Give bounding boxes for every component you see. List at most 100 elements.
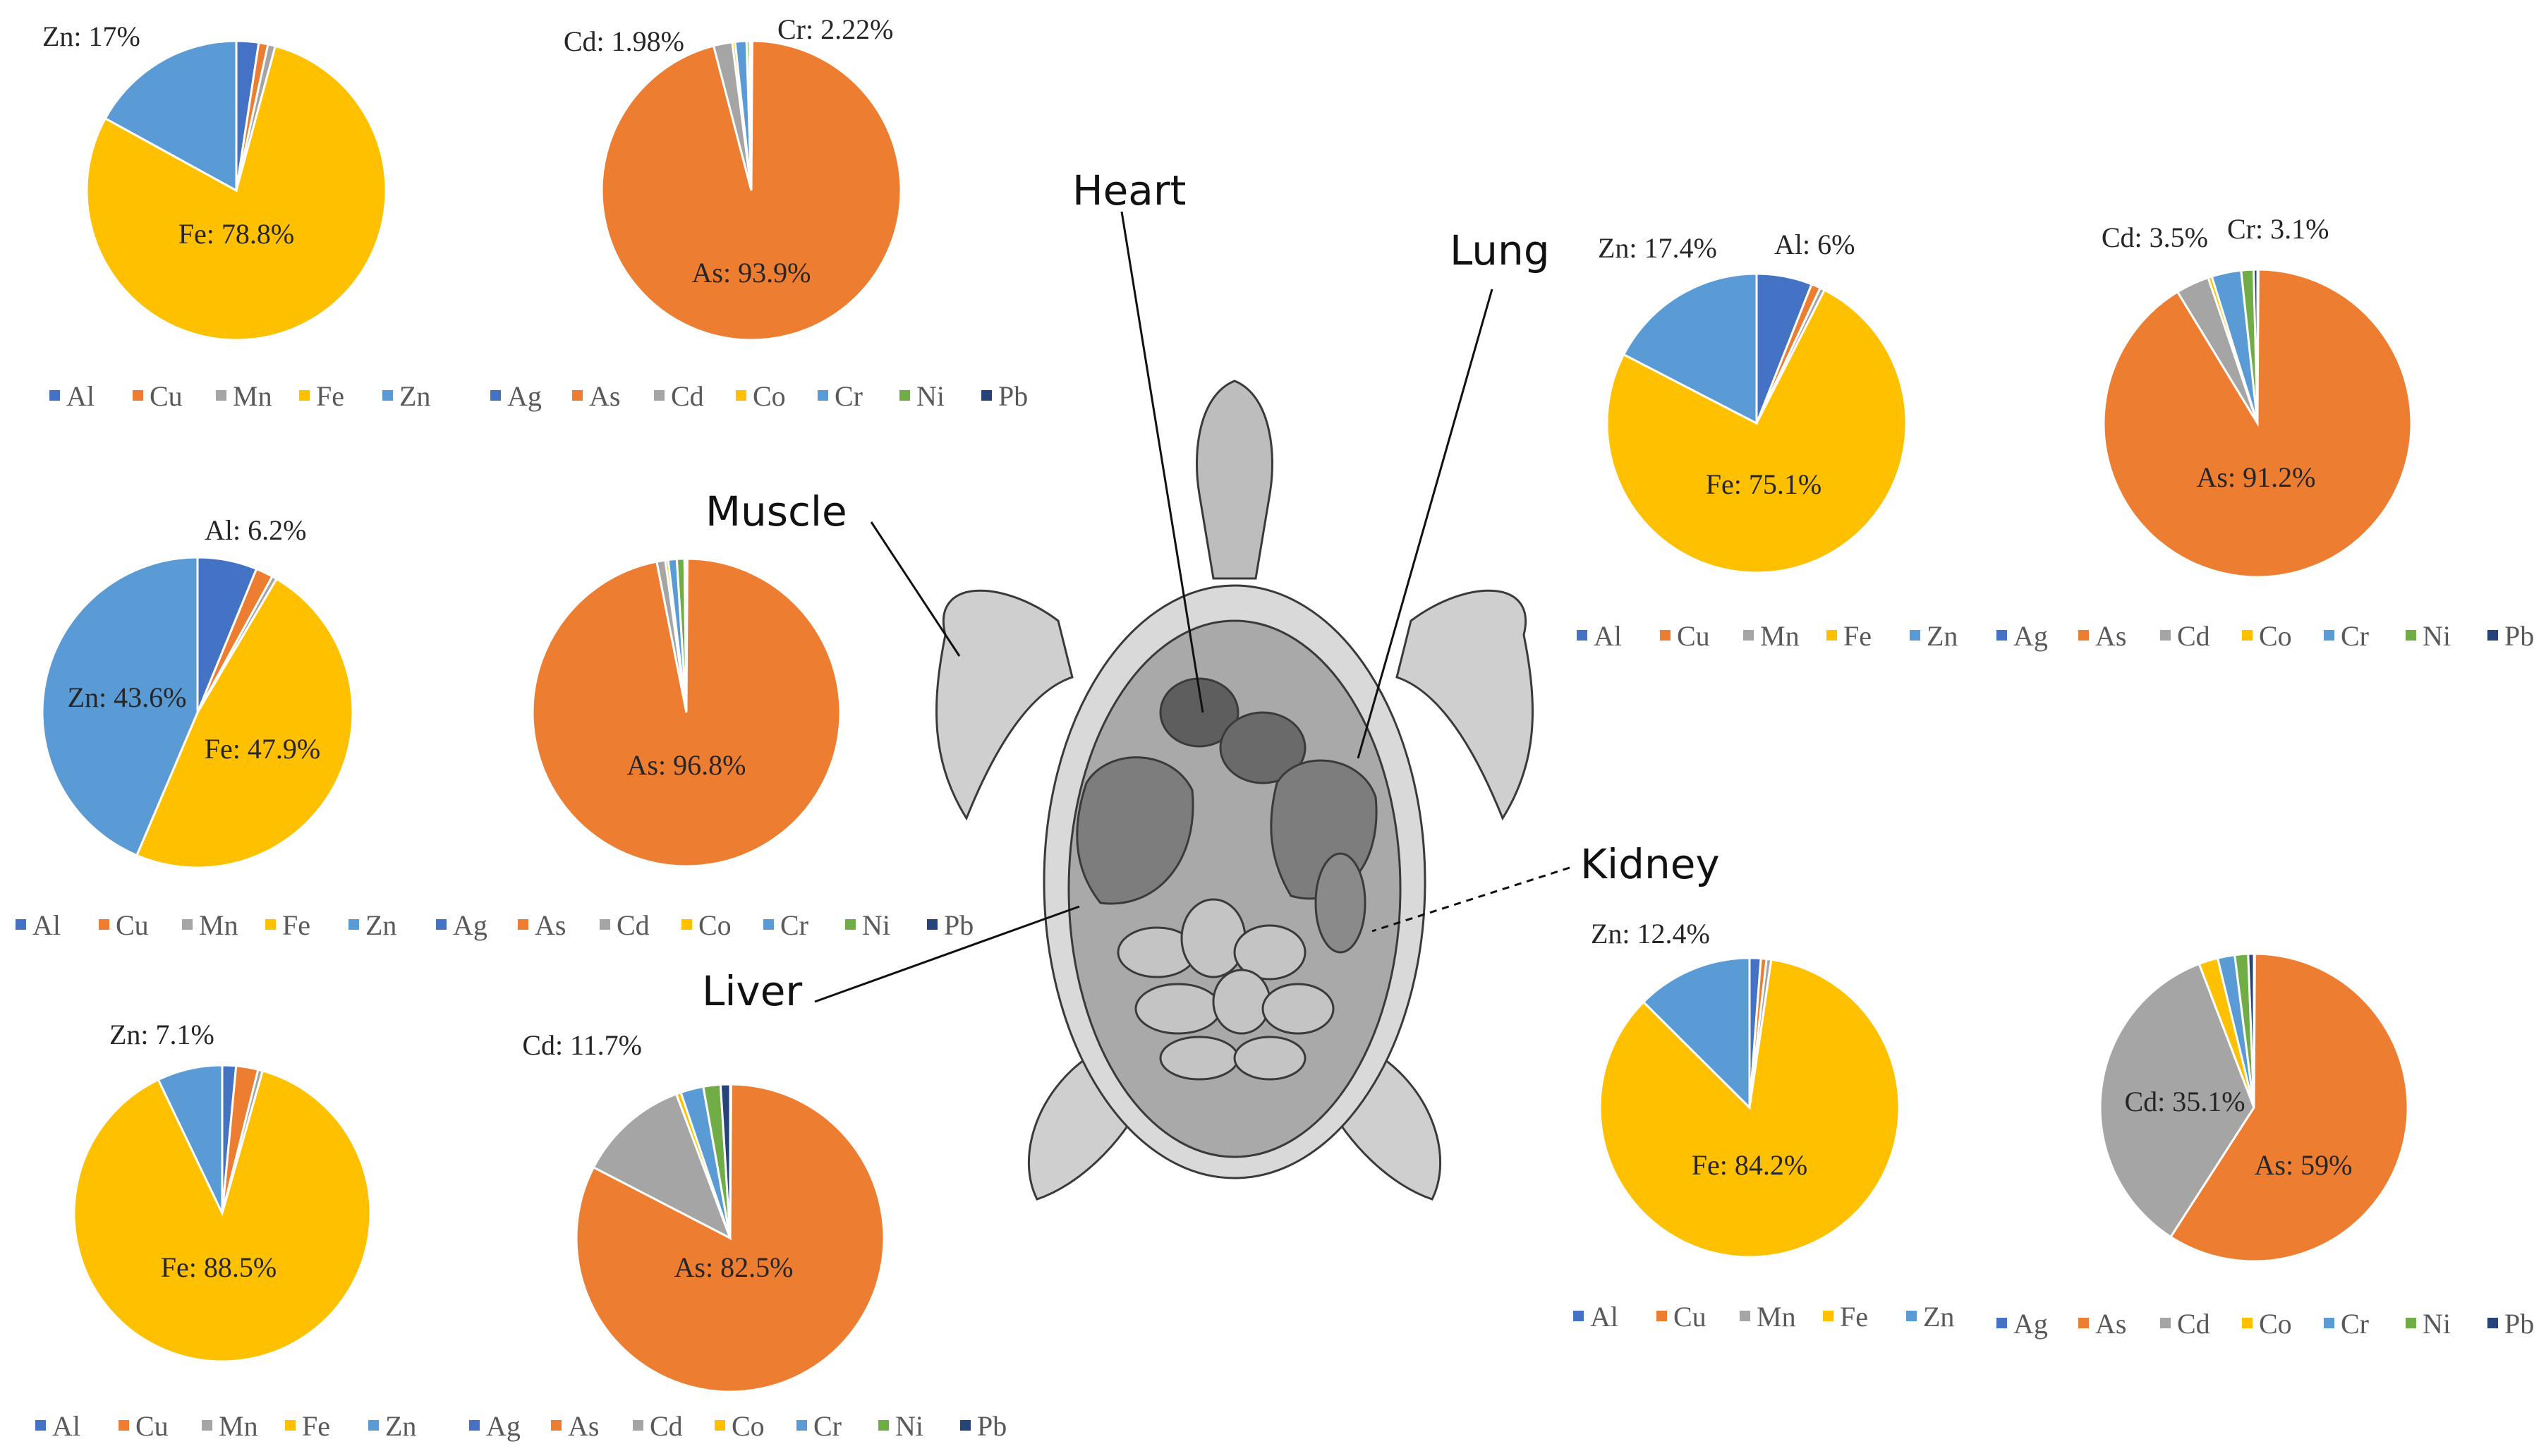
- legend-label-zn: Zn: [385, 1410, 416, 1442]
- legend-swatch-as: [572, 390, 583, 401]
- legend-label-pb: Pb: [977, 1410, 1007, 1442]
- legend-swatch-cr: [2324, 630, 2334, 641]
- pie-slice-cd: [592, 1092, 732, 1241]
- pie-chart: Cd: 11.7% As: 82.5% Ag As Cd Co Cr Ni Pb: [469, 1029, 1007, 1442]
- legend-swatch-cr: [763, 919, 774, 930]
- legend-label-cu: Cu: [135, 1410, 169, 1442]
- legend-swatch-cu: [1656, 1311, 1667, 1321]
- legend-label-cr: Cr: [835, 380, 863, 412]
- pie-chart: Al: 6.2% Zn: 43.6% Fe: 47.9% Al Cu Mn Fe Zn: [16, 514, 396, 941]
- pie-data-label: Zn: 12.4%: [1591, 918, 1710, 950]
- legend-swatch-ag: [1996, 1318, 2007, 1328]
- pie-data-label: Zn: 17%: [42, 20, 140, 52]
- legend-swatch-zn: [1906, 1311, 1917, 1321]
- organ-label-muscle: Muscle: [705, 487, 847, 535]
- legend-label-zn: Zn: [399, 380, 430, 412]
- pie-data-label: Al: 6%: [1774, 229, 1855, 260]
- pie-chart: Cd: 3.5% Cr: 3.1% As: 91.2% Ag As Cd Co Cr Ni Pb: [1996, 213, 2534, 652]
- legend-swatch-cu: [1660, 630, 1671, 641]
- pie-data-label: Al: 6.2%: [205, 514, 306, 546]
- pie-slice-zn: [1642, 957, 1751, 1110]
- pie-data-label: Fe: 47.9%: [205, 733, 320, 765]
- pie-legend: Al Cu Mn Fe Zn: [16, 909, 396, 941]
- pie-chart: Zn: 7.1% Fe: 88.5% Al Cu Mn Fe Zn: [35, 1019, 416, 1442]
- pie-data-label: Cd: 11.7%: [522, 1029, 642, 1061]
- legend-swatch-cr: [796, 1420, 807, 1431]
- legend-label-mn: Mn: [233, 380, 272, 412]
- pie-data-label: Cr: 3.1%: [2227, 213, 2329, 245]
- legend-label-mn: Mn: [219, 1410, 258, 1442]
- pie-slice-fe: [85, 44, 387, 341]
- legend-swatch-ni: [2406, 1318, 2416, 1328]
- pie-data-label: Fe: 84.2%: [1692, 1149, 1807, 1181]
- legend-label-as: As: [568, 1410, 599, 1442]
- legend-swatch-ag: [1996, 630, 2007, 641]
- legend-swatch-al: [1573, 1311, 1584, 1321]
- pie-slice-zn: [157, 1064, 224, 1214]
- pie-slice-pb: [719, 1083, 732, 1239]
- legend-swatch-mn: [182, 919, 193, 930]
- legend-label-cd: Cd: [650, 1410, 683, 1442]
- legend-swatch-cr: [818, 390, 828, 401]
- pie-legend: Al Cu Mn Fe Zn: [1577, 620, 1958, 652]
- pie-data-label: Fe: 88.5%: [161, 1251, 277, 1283]
- organ-label-kidney: Kidney: [1580, 840, 1720, 888]
- legend-swatch-as: [2078, 630, 2089, 641]
- organ-label-liver: Liver: [702, 967, 802, 1015]
- legend-label-al: Al: [1594, 620, 1622, 652]
- legend-label-zn: Zn: [365, 909, 396, 941]
- legend-label-ni: Ni: [895, 1410, 923, 1442]
- pie-data-label: Fe: 78.8%: [178, 218, 294, 250]
- pie-data-label: Cr: 2.22%: [777, 13, 893, 45]
- legend-label-as: As: [535, 909, 566, 941]
- legend-label-fe: Fe: [302, 1410, 330, 1442]
- legend-label-fe: Fe: [316, 380, 344, 412]
- legend-swatch-as: [2078, 1318, 2089, 1328]
- legend-label-co: Co: [753, 380, 786, 412]
- pie-chart: Cd: 35.1% As: 59% Ag As Cd Co Cr Ni Pb: [1996, 952, 2534, 1340]
- legend-swatch-mn: [202, 1420, 212, 1431]
- legend-swatch-ni: [878, 1420, 889, 1431]
- legend-swatch-cu: [133, 390, 143, 401]
- legend-swatch-pb: [960, 1420, 971, 1431]
- legend-swatch-ni: [845, 919, 856, 930]
- pie-legend: Al Cu Mn Fe Zn: [49, 380, 430, 412]
- legend-label-cr: Cr: [813, 1410, 842, 1442]
- legend-swatch-pb: [2487, 630, 2498, 641]
- legend-label-zn: Zn: [1927, 620, 1958, 652]
- pie-legend: Ag As Cd Co Cr Ni Pb: [1996, 620, 2534, 652]
- pie-data-label: As: 91.2%: [2197, 461, 2316, 493]
- pie-slice-pb: [748, 40, 753, 191]
- pie-data-label: Cd: 3.5%: [2102, 222, 2208, 253]
- pie-legend: Ag As Cd Co Cr Ni Pb: [469, 1410, 1007, 1442]
- pie-data-label: Cd: 1.98%: [564, 25, 684, 57]
- legend-label-ni: Ni: [2423, 620, 2451, 652]
- legend-swatch-cd: [2160, 1318, 2171, 1328]
- legend-swatch-zn: [368, 1420, 379, 1431]
- legend-label-ag: Ag: [2013, 620, 2048, 652]
- legend-label-mn: Mn: [1757, 1301, 1796, 1333]
- legend-swatch-cd: [600, 919, 610, 930]
- legend-swatch-al: [35, 1420, 46, 1431]
- legend-swatch-al: [16, 919, 26, 930]
- legend-label-pb: Pb: [998, 380, 1028, 412]
- legend-label-cr: Cr: [2341, 620, 2369, 652]
- legend-swatch-fe: [299, 390, 310, 401]
- pie-slice-pb: [2247, 952, 2255, 1108]
- pie-slice-pb: [2252, 268, 2259, 424]
- legend-swatch-ag: [469, 1420, 480, 1431]
- pie-slice-as: [2169, 952, 2409, 1263]
- legend-label-al: Al: [52, 1410, 80, 1442]
- pie-slice-fe: [1606, 289, 1908, 574]
- legend-swatch-pb: [981, 390, 992, 401]
- legend-swatch-fe: [285, 1420, 296, 1431]
- pie-legend: Ag As Cd Co Cr Ni Pb: [436, 909, 974, 941]
- pie-slice-fe: [135, 577, 354, 869]
- legend-label-al: Al: [32, 909, 61, 941]
- legend-label-ag: Ag: [453, 909, 487, 941]
- legend-label-cd: Cd: [671, 380, 704, 412]
- pie-chart: Zn: 17.4% Al: 6% Fe: 75.1% Al Cu Mn Fe Zn: [1577, 229, 1958, 652]
- legend-swatch-as: [551, 1420, 562, 1431]
- legend-label-co: Co: [2259, 1308, 2292, 1340]
